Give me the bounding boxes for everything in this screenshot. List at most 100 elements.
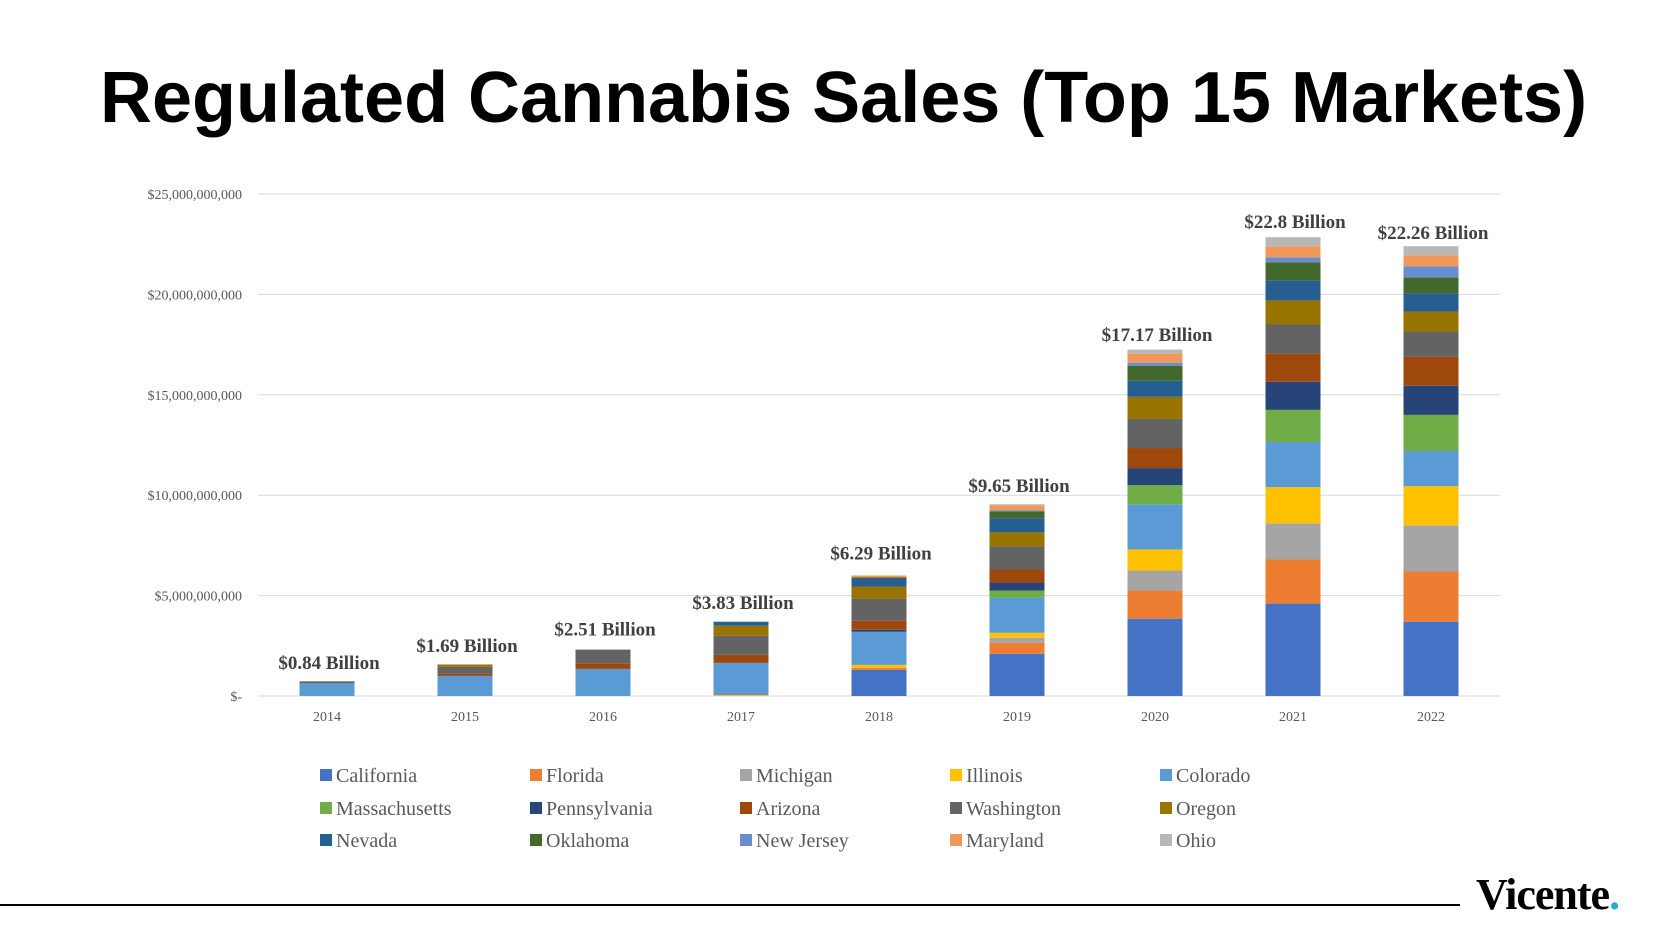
legend-item: Illinois (950, 765, 1023, 787)
bar-segment-oklahoma (989, 511, 1045, 519)
legend-swatch (530, 769, 542, 781)
bar-segment-arizona (989, 569, 1045, 583)
legend-swatch (1160, 834, 1172, 846)
bar-segment-michigan (1265, 523, 1321, 560)
bar-segment-nevada (851, 578, 907, 587)
bar-segment-massachusetts (1127, 485, 1183, 505)
bar-segment-pennsylvania (851, 629, 907, 632)
page-title: Regulated Cannabis Sales (Top 15 Markets… (100, 58, 1588, 138)
x-tick-label: 2015 (451, 710, 479, 725)
x-tick-label: 2016 (589, 710, 617, 725)
legend-label: Washington (966, 798, 1061, 820)
bar-stack-2021 (1265, 237, 1321, 696)
legend-label: Maryland (966, 830, 1044, 852)
legend-swatch (740, 802, 752, 814)
legend-item: Washington (950, 798, 1061, 820)
legend-swatch (320, 769, 332, 781)
x-tick-label: 2017 (727, 710, 755, 725)
y-tick-label: $5,000,000,000 (155, 590, 243, 605)
legend-item: Pennsylvania (530, 798, 653, 820)
bar-segment-oregon (437, 664, 493, 667)
bar-total-label: $9.65 Billion (968, 476, 1070, 497)
brand-logo: Vicente. (1476, 870, 1620, 920)
legend-label: Pennsylvania (546, 798, 653, 820)
bar-segment-california (1265, 603, 1321, 696)
bar-segment-oklahoma (1265, 262, 1321, 281)
legend-label: New Jersey (756, 830, 849, 852)
legend-label: Ohio (1176, 830, 1216, 852)
bar-segment-maryland (1265, 246, 1321, 258)
bar-segment-ohio (1265, 237, 1321, 247)
bar-segment-illinois (1265, 487, 1321, 524)
y-axis-ticks: $- $5,000,000,000 $10,000,000,000 $15,000,0… (148, 188, 243, 705)
bar-segment-florida (1403, 571, 1459, 622)
legend-label: Oklahoma (546, 830, 629, 852)
bar-segment-nevada (713, 621, 769, 626)
legend-item: Maryland (950, 830, 1044, 852)
legend-item: Colorado (1160, 765, 1250, 787)
bar-segment-washington (437, 666, 493, 674)
bar-total-label: $22.8 Billion (1244, 212, 1346, 233)
bar-segment-michigan (1403, 525, 1459, 572)
bar-segment-washington (1265, 324, 1321, 354)
legend-label: Illinois (966, 765, 1023, 787)
bar-total-label: $17.17 Billion (1102, 325, 1213, 346)
bar-stack-2016 (575, 649, 631, 696)
bar-segment-arizona (1265, 353, 1321, 382)
legend-item: Massachusetts (320, 798, 452, 820)
bar-segment-maryland (1127, 353, 1183, 363)
bar-stack-2017 (713, 621, 769, 696)
x-tick-label: 2018 (865, 710, 893, 725)
x-tick-label: 2019 (1003, 710, 1031, 725)
bar-segment-massachusetts (1265, 409, 1321, 442)
legend-swatch (950, 802, 962, 814)
bar-segment-michigan (1127, 570, 1183, 591)
bar-segment-colorado (713, 662, 769, 695)
legend-item: Oklahoma (530, 830, 629, 852)
bar-segment-colorado (1403, 451, 1459, 487)
y-tick-label: $10,000,000,000 (148, 489, 243, 504)
bar-stack-2015 (437, 664, 493, 696)
x-tick-label: 2021 (1279, 710, 1307, 725)
bar-segment-arizona (851, 620, 907, 630)
bar-segment-massachusetts (1403, 414, 1459, 452)
bar-stack-2019 (989, 504, 1045, 696)
bar-segment-ohio (989, 504, 1045, 506)
bar-segment-colorado (575, 668, 631, 696)
bar-total-label: $3.83 Billion (692, 593, 794, 614)
y-tick-label: $15,000,000,000 (148, 389, 243, 404)
bar-segment-ohio (1127, 349, 1183, 354)
bar-segment-oregon (713, 625, 769, 636)
legend-label: California (336, 765, 417, 787)
bar-segment-arizona (437, 673, 493, 676)
bar-segment-illinois (1127, 549, 1183, 571)
bar-segment-michigan (989, 637, 1045, 643)
bar-segment-florida (1127, 590, 1183, 619)
brand-dot: . (1609, 870, 1620, 919)
bar-segment-washington (299, 681, 355, 684)
legend-label: Nevada (336, 830, 397, 852)
bar-segment-arizona (1403, 356, 1459, 386)
bar-segment-new-jersey (1403, 266, 1459, 278)
bar-segment-oklahoma (1403, 277, 1459, 294)
bar-segment-california (1403, 621, 1459, 696)
bar-segment-pennsylvania (989, 582, 1045, 591)
bar-segment-oregon (1127, 396, 1183, 419)
bar-segment-washington (989, 546, 1045, 570)
legend-label: Massachusetts (336, 798, 452, 820)
legend-swatch (950, 834, 962, 846)
bar-segment-washington (1127, 418, 1183, 449)
legend-item: Ohio (1160, 830, 1216, 852)
legend-swatch (740, 834, 752, 846)
legend-item: Florida (530, 765, 604, 787)
bar-segment-arizona (1127, 448, 1183, 469)
x-tick-label: 2014 (313, 710, 341, 725)
bar-segment-illinois (1403, 486, 1459, 526)
bar-segment-colorado (1265, 441, 1321, 488)
y-tick-label: $20,000,000,000 (148, 288, 243, 303)
bar-segment-california (989, 653, 1045, 696)
legend-swatch (320, 802, 332, 814)
bar-total-label: $0.84 Billion (278, 653, 380, 674)
bar-segment-ohio (1403, 246, 1459, 256)
